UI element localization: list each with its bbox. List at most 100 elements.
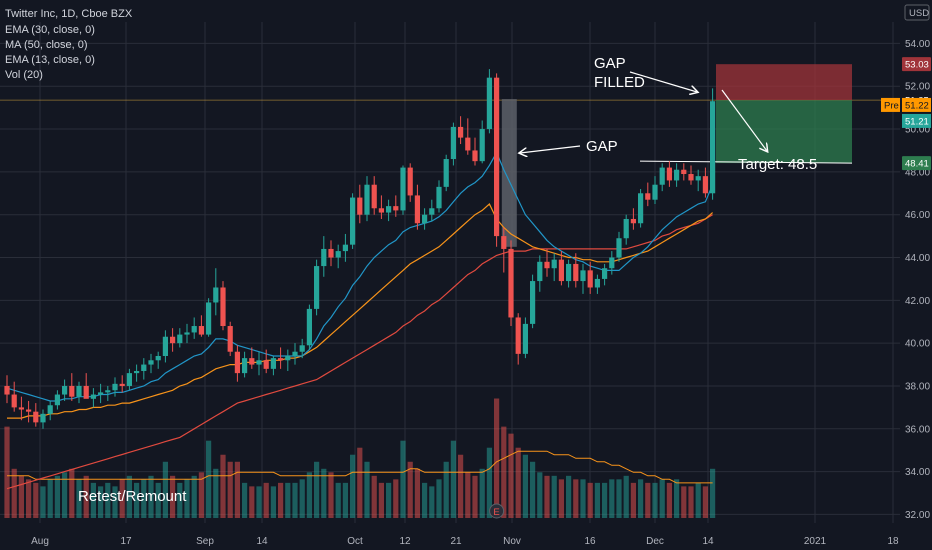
volume-bar: [112, 486, 118, 518]
candle: [69, 373, 75, 401]
candle-body: [83, 385, 89, 399]
volume-bar: [688, 486, 694, 518]
x-tick-label: Dec: [646, 536, 664, 547]
candle-body: [443, 159, 449, 187]
volume-bar: [479, 468, 485, 518]
volume-bar: [472, 475, 478, 518]
currency-badge-frame: [904, 4, 930, 21]
candle: [198, 315, 204, 337]
candle-body: [62, 385, 68, 395]
candle-body: [213, 287, 219, 303]
candle-body: [652, 184, 658, 200]
candle-body: [357, 197, 363, 215]
pre-label: Pre: [884, 100, 899, 111]
volume-bar: [609, 479, 615, 518]
y-axis-background: [900, 0, 932, 550]
indicator-volume-label: Vol (20): [5, 69, 43, 81]
candle-body: [112, 383, 118, 391]
candle: [213, 268, 219, 316]
candle: [465, 118, 471, 155]
volume-bar: [90, 482, 96, 518]
volume-bar: [436, 479, 442, 518]
candle-body: [436, 186, 442, 209]
candle-body: [162, 336, 168, 356]
volume-bar: [587, 482, 593, 518]
candle: [33, 403, 39, 427]
candle-body: [580, 270, 586, 282]
candle-body: [566, 263, 572, 282]
retest-remount-text: Retest/Remount: [78, 488, 187, 505]
candle-body: [98, 392, 104, 395]
trade-zones: [501, 64, 853, 247]
candle-body: [292, 351, 298, 356]
y-tick-label: 42.00: [905, 296, 930, 307]
last-price-badge-bg: [902, 113, 931, 128]
candle: [645, 182, 651, 207]
candle: [220, 281, 226, 331]
volume-bar: [299, 479, 305, 518]
candle-body: [450, 126, 456, 160]
volume-bar: [652, 482, 658, 518]
candle-body: [76, 385, 82, 397]
x-tick-label: Sep: [196, 536, 214, 547]
candle: [630, 208, 636, 230]
candle-body: [486, 77, 492, 130]
x-tick-label: Oct: [347, 536, 363, 547]
y-tick-label: 32.00: [905, 510, 930, 521]
volume-bar: [350, 454, 356, 518]
volume-bar: [11, 468, 17, 518]
candle-body: [472, 150, 478, 162]
volume-bar: [141, 479, 147, 518]
volume-bar: [659, 479, 665, 518]
candle: [674, 163, 680, 187]
volume-bar: [407, 461, 413, 518]
candle: [40, 409, 46, 429]
candle: [177, 328, 183, 348]
y-tick-label: 36.00: [905, 424, 930, 435]
indicator-ma50-label: MA (50, close, 0): [5, 39, 88, 51]
candle: [566, 259, 572, 288]
candle: [191, 317, 197, 339]
candle-body: [494, 77, 500, 237]
volume-bar: [465, 472, 471, 518]
candle-body: [681, 169, 687, 175]
candle: [11, 381, 17, 412]
target-price-badge: 48.41: [905, 159, 929, 170]
candle-body: [69, 385, 75, 397]
currency-badge[interactable]: USD: [904, 4, 930, 21]
target-text: Target: 48.5: [738, 156, 817, 173]
candle-body: [630, 218, 636, 224]
y-tick-label: 38.00: [905, 381, 930, 392]
candle: [321, 236, 327, 277]
candle-body: [33, 411, 39, 423]
candle: [76, 381, 82, 404]
ma50-line: [6, 214, 713, 490]
candle-body: [285, 356, 291, 361]
volume-bar: [69, 468, 75, 518]
candle-body: [90, 394, 96, 399]
candle: [479, 120, 485, 164]
x-tick-label: 14: [256, 536, 268, 547]
symbol-title: Twitter Inc, 1D, Cboe BZX: [5, 8, 133, 20]
volume-bar: [306, 472, 312, 518]
candle: [306, 304, 312, 350]
candle: [652, 176, 658, 204]
candle: [270, 356, 276, 376]
annotations: GAP FILLED GAP Target: 48.5 Retest/Remou…: [78, 55, 817, 519]
y-tick-label: 48.00: [905, 167, 930, 178]
volume-ma-line: [7, 450, 713, 484]
y-axis: 32.00 34.00 36.00 38.00 40.00 42.00 44.00 46.00…: [881, 0, 932, 550]
candle-body: [479, 129, 485, 162]
candle: [249, 347, 255, 369]
ema30-line: [7, 203, 713, 419]
gap-filled-text-line2: FILLED: [594, 74, 645, 91]
y-tick-label: 54.00: [905, 39, 930, 50]
candle: [47, 400, 53, 421]
volume-bar: [170, 475, 176, 518]
volume-bar: [263, 482, 269, 518]
candle-body: [602, 268, 608, 279]
candle-body: [616, 238, 622, 258]
x-tick-label: 17: [120, 536, 132, 547]
candle-body: [220, 287, 226, 327]
